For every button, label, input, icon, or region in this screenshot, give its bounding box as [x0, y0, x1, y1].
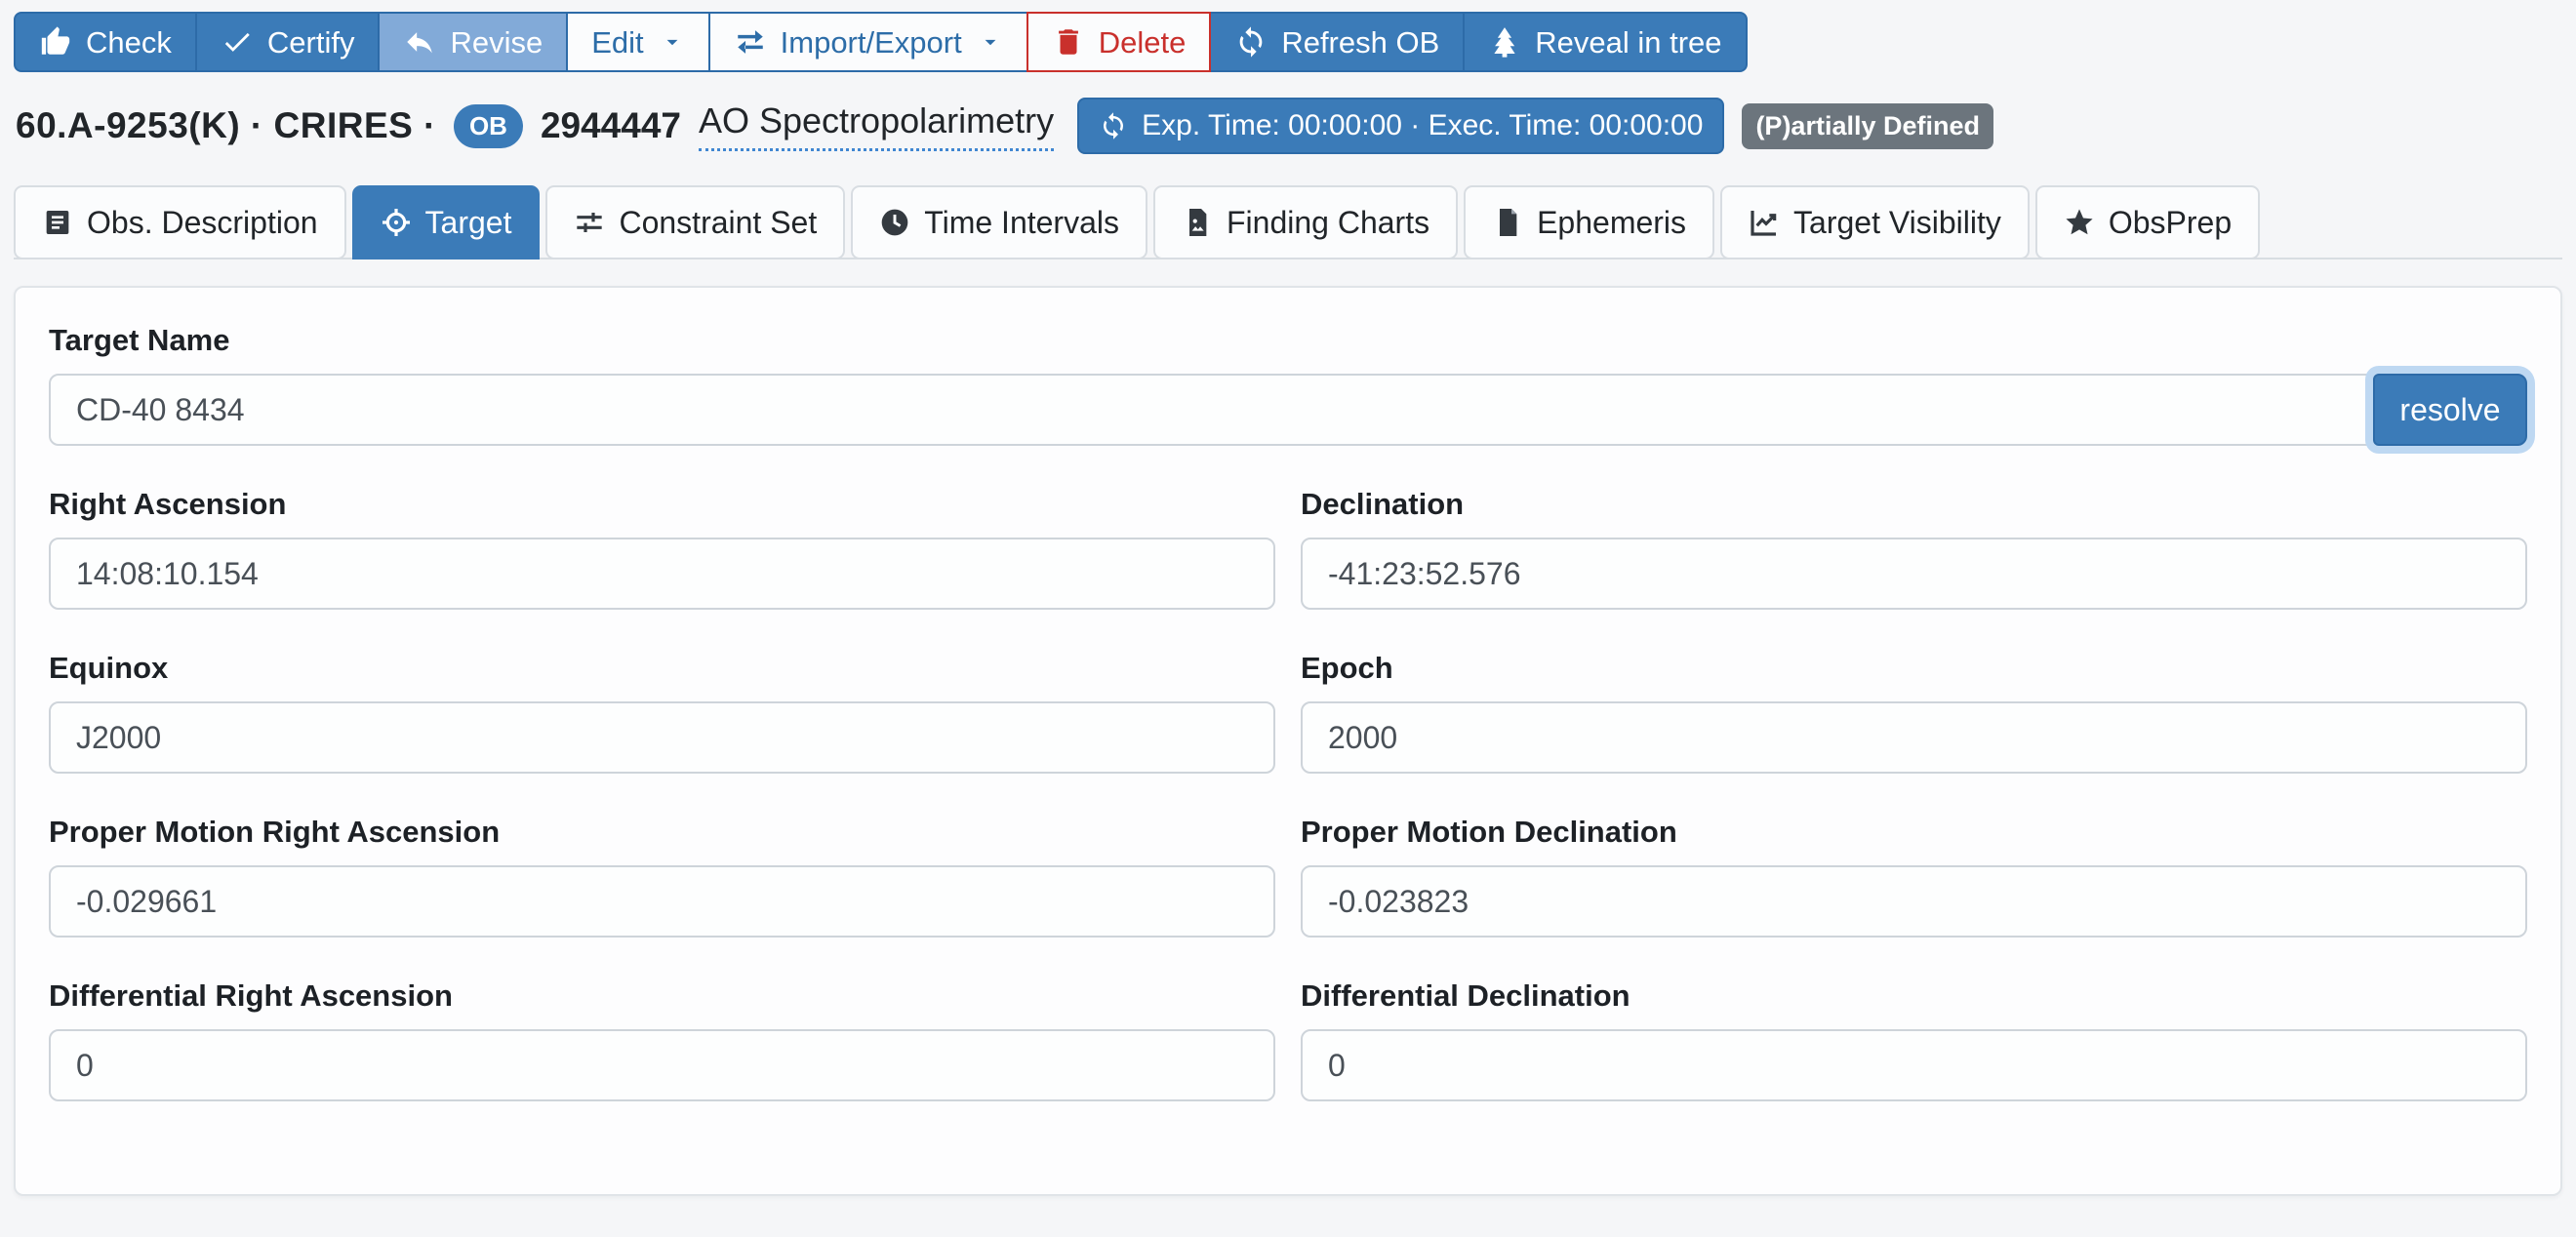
proper-motion-dec-input[interactable] [1301, 865, 2527, 938]
ob-status-badge: (P)artially Defined [1742, 102, 1993, 149]
edit-dropdown-button[interactable]: Edit [566, 12, 710, 72]
run-and-instrument-label: 60.A-9253(K) · CRIRES · [16, 105, 436, 145]
tab-obsprep[interactable]: ObsPrep [2034, 185, 2261, 259]
check-icon [221, 25, 254, 59]
form-field: Proper Motion Right Ascension [49, 815, 1275, 938]
caret-down-icon [978, 29, 1003, 55]
form-field: Declination [1301, 487, 2527, 610]
line-chart-icon [1749, 207, 1780, 238]
revise-button[interactable]: Revise [378, 12, 569, 72]
form-field: Right Ascension [49, 487, 1275, 610]
declination-input[interactable] [1301, 538, 2527, 610]
epoch-label: Epoch [1301, 651, 1393, 685]
tab-time-intervals[interactable]: Time Intervals [851, 185, 1147, 259]
tab-label: Finding Charts [1226, 204, 1430, 240]
certify-button[interactable]: Certify [194, 12, 381, 72]
tree-icon [1488, 25, 1521, 59]
differential-dec-input[interactable] [1301, 1029, 2527, 1101]
tab-label: Target Visibility [1793, 204, 2001, 240]
target-form-card: Target Name resolve Right Ascension Decl… [14, 286, 2562, 1196]
target-name-input[interactable] [49, 374, 2373, 446]
star-icon [2064, 207, 2095, 238]
sliders-icon [574, 207, 605, 238]
edit-button-label: Edit [591, 24, 644, 60]
form-field: Equinox [49, 651, 1275, 774]
tab-target[interactable]: Target [351, 185, 541, 259]
form-field: Differential Right Ascension [49, 978, 1275, 1101]
ob-name-editable[interactable]: AO Spectropolarimetry [698, 100, 1055, 151]
refresh-icon [1099, 111, 1128, 140]
form-field: Proper Motion Declination [1301, 815, 2527, 938]
crosshair-target-icon [381, 207, 412, 238]
target-name-group: resolve [49, 374, 2527, 446]
undo-arrow-icon [403, 25, 436, 59]
differential-ra-label: Differential Right Ascension [49, 978, 453, 1013]
file-icon [1492, 207, 1523, 238]
ob-id: 2944447 [540, 105, 681, 145]
right-ascension-label: Right Ascension [49, 487, 287, 521]
declination-label: Declination [1301, 487, 1465, 521]
tab-target-visibility[interactable]: Target Visibility [1720, 185, 2030, 259]
right-ascension-input[interactable] [49, 538, 1275, 610]
refresh-ob-button-label: Refresh OB [1281, 24, 1440, 60]
form-row-differential: Differential Right Ascension Differentia… [49, 978, 2527, 1101]
reveal-in-tree-button[interactable]: Reveal in tree [1463, 12, 1748, 72]
import-export-button-label: Import/Export [780, 24, 962, 60]
proper-motion-dec-label: Proper Motion Declination [1301, 815, 1677, 849]
tab-label: ObsPrep [2108, 204, 2233, 240]
ob-toolbar: Check Certify Revise Edit Import/Export [14, 12, 2562, 72]
swap-arrows-icon [734, 25, 767, 59]
tab-finding-charts[interactable]: Finding Charts [1152, 185, 1459, 259]
delete-button-label: Delete [1098, 24, 1187, 60]
import-export-dropdown-button[interactable]: Import/Export [707, 12, 1028, 72]
refresh-icon [1234, 25, 1268, 59]
form-row-coordinates: Right Ascension Declination [49, 487, 2527, 610]
form-row-equinox-epoch: Equinox Epoch [49, 651, 2527, 774]
form-field: Epoch [1301, 651, 2527, 774]
clock-icon [879, 207, 910, 238]
differential-dec-label: Differential Declination [1301, 978, 1630, 1013]
exec-time-button[interactable]: Exp. Time: 00:00:00 · Exec. Time: 00:00:… [1077, 98, 1725, 154]
journal-icon [42, 207, 73, 238]
refresh-ob-button[interactable]: Refresh OB [1209, 12, 1466, 72]
ob-header: 60.A-9253(K) · CRIRES · OB 2944447 AO Sp… [16, 98, 2562, 154]
trash-icon [1052, 25, 1085, 59]
image-file-icon [1182, 207, 1213, 238]
check-button-label: Check [86, 24, 172, 60]
proper-motion-ra-label: Proper Motion Right Ascension [49, 815, 501, 849]
proper-motion-ra-input[interactable] [49, 865, 1275, 938]
target-name-label: Target Name [49, 323, 230, 357]
resolve-button[interactable]: resolve [2373, 374, 2527, 446]
equinox-label: Equinox [49, 651, 169, 685]
form-field: Differential Declination [1301, 978, 2527, 1101]
equinox-input[interactable] [49, 701, 1275, 774]
reveal-in-tree-button-label: Reveal in tree [1535, 24, 1722, 60]
tab-label: Time Intervals [924, 204, 1119, 240]
tab-label: Target [424, 204, 512, 240]
tab-obs-description[interactable]: Obs. Description [14, 185, 346, 259]
form-row-proper-motion: Proper Motion Right Ascension Proper Mot… [49, 815, 2527, 938]
differential-ra-input[interactable] [49, 1029, 1275, 1101]
tab-constraint-set[interactable]: Constraint Set [545, 185, 846, 259]
certify-button-label: Certify [266, 24, 355, 60]
ob-type-badge: OB [453, 103, 523, 148]
delete-button[interactable]: Delete [1026, 12, 1212, 72]
check-button[interactable]: Check [14, 12, 197, 72]
tab-label: Ephemeris [1537, 204, 1687, 240]
caret-down-icon [660, 29, 685, 55]
epoch-input[interactable] [1301, 701, 2527, 774]
page: Check Certify Revise Edit Import/Export [14, 12, 2562, 1196]
tab-ephemeris[interactable]: Ephemeris [1464, 185, 1715, 259]
exec-time-label: Exp. Time: 00:00:00 · Exec. Time: 00:00:… [1142, 109, 1704, 141]
tab-label: Obs. Description [87, 204, 318, 240]
tab-label: Constraint Set [619, 204, 818, 240]
thumbs-up-icon [39, 25, 72, 59]
ob-tab-bar: Obs. Description Target Constraint Set T… [14, 185, 2562, 259]
revise-button-label: Revise [450, 24, 543, 60]
